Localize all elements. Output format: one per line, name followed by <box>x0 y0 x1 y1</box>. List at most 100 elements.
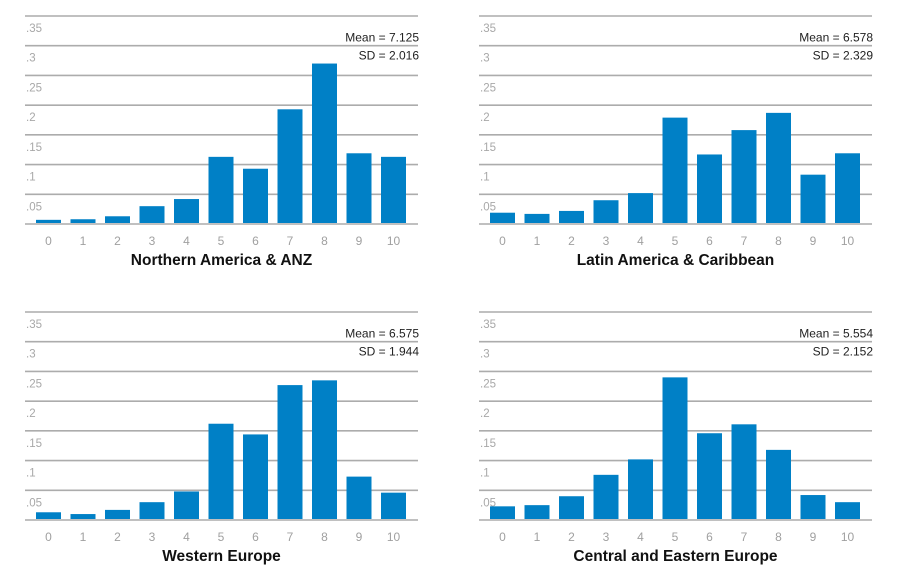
y-tick-label: .15 <box>480 142 496 154</box>
sd-annotation: SD = 1.944 <box>359 345 420 359</box>
x-tick-label: 0 <box>499 530 506 544</box>
bar <box>70 219 96 223</box>
y-tick-label: .3 <box>26 53 36 65</box>
y-tick-label: .3 <box>480 53 490 65</box>
bar <box>490 506 515 519</box>
bar <box>662 377 688 519</box>
y-tick-label: .05 <box>26 201 42 213</box>
x-tick-label: 5 <box>218 234 225 248</box>
x-tick-label: 0 <box>45 234 52 248</box>
y-tick-label: .1 <box>480 468 490 480</box>
bar <box>628 193 653 223</box>
y-tick-label: .25 <box>26 82 42 94</box>
bar <box>277 109 303 223</box>
mean-annotation: Mean = 7.125 <box>345 31 419 45</box>
sd-annotation: SD = 2.016 <box>359 49 420 63</box>
bar <box>381 156 406 223</box>
y-tick-label: .25 <box>480 378 496 390</box>
bar <box>490 212 515 223</box>
x-tick-label: 7 <box>741 530 748 544</box>
y-tick-label: .2 <box>26 112 36 124</box>
x-tick-label: 4 <box>183 234 190 248</box>
x-tick-label: 1 <box>534 234 541 248</box>
x-tick-label: 5 <box>672 234 679 248</box>
mean-annotation: Mean = 5.554 <box>799 327 873 341</box>
bar <box>36 219 61 223</box>
x-tick-label: 2 <box>568 234 575 248</box>
chart-svg: .05 .1 .15 .2 .25 .3 .35 0 1 2 3 4 5 6 7 8 9 10 Mean = 6.5… <box>479 15 873 269</box>
sd-annotation: SD = 2.152 <box>813 345 874 359</box>
x-tick-label: 5 <box>672 530 679 544</box>
bar <box>697 154 722 223</box>
bar <box>559 496 584 519</box>
x-tick-label: 5 <box>218 530 225 544</box>
y-tick-label: .1 <box>26 172 36 184</box>
bar <box>243 168 268 223</box>
x-tick-label: 3 <box>603 234 610 248</box>
y-tick-label: .3 <box>26 349 36 361</box>
bar <box>524 505 550 519</box>
y-tick-label: .05 <box>480 201 496 213</box>
bar <box>731 424 757 519</box>
x-tick-label: 1 <box>80 530 87 544</box>
bar <box>312 380 337 519</box>
bar <box>800 174 826 223</box>
bar <box>105 216 130 223</box>
y-tick-label: .2 <box>26 408 36 420</box>
chart-latin-america-caribbean: .05 .1 .15 .2 .25 .3 .35 0 1 2 3 4 5 6 7 8 9 10 Mean = 6.5… <box>454 0 874 270</box>
bar <box>277 385 303 519</box>
y-tick-label: .05 <box>480 497 496 509</box>
x-tick-label: 10 <box>841 530 855 544</box>
chart-central-eastern-europe: .05 .1 .15 .2 .25 .3 .35 0 1 2 3 4 5 6 7 8 9 10 Mean = 5.5… <box>454 296 874 566</box>
y-tick-label: .3 <box>480 349 490 361</box>
bar <box>312 63 337 223</box>
bar <box>174 199 199 223</box>
chart-western-europe: .05 .1 .15 .2 .25 .3 .35 0 1 2 3 4 5 6 7 8 9 10 Mean = 6.5… <box>0 296 420 566</box>
x-tick-label: 3 <box>149 530 156 544</box>
chart-title: Latin America & Caribbean <box>577 252 775 269</box>
bar <box>766 449 791 519</box>
chart-svg: .05 .1 .15 .2 .25 .3 .35 0 1 2 3 4 5 6 7 8 9 10 Mean = 6.5… <box>25 311 420 565</box>
x-tick-label: 9 <box>810 234 817 248</box>
x-tick-label: 8 <box>775 234 782 248</box>
x-tick-label: 10 <box>387 530 401 544</box>
bar <box>697 433 722 519</box>
chart-northern-america-anz: .05 .1 .15 .2 .25 .3 .35 0 1 2 3 4 5 6 7 8 9 10 Mean = 7.1… <box>0 0 420 270</box>
x-tick-label: 2 <box>114 234 121 248</box>
y-tick-label: .1 <box>480 172 490 184</box>
bar <box>36 512 61 519</box>
bar <box>835 153 860 223</box>
y-tick-label: .25 <box>26 378 42 390</box>
bar <box>70 514 96 519</box>
x-tick-label: 6 <box>706 234 713 248</box>
bar <box>731 130 757 223</box>
y-tick-label: .1 <box>26 468 36 480</box>
chart-title: Central and Eastern Europe <box>573 548 778 565</box>
chart-title: Northern America & ANZ <box>131 252 313 269</box>
chart-svg: .05 .1 .15 .2 .25 .3 .35 0 1 2 3 4 5 6 7 8 9 10 Mean = 7.1… <box>25 15 420 269</box>
chart-title: Western Europe <box>162 548 281 565</box>
x-tick-label: 1 <box>80 234 87 248</box>
x-tick-label: 0 <box>499 234 506 248</box>
y-tick-label: .05 <box>26 497 42 509</box>
bar <box>174 491 199 519</box>
bar <box>381 492 406 519</box>
x-tick-label: 4 <box>637 234 644 248</box>
x-tick-label: 4 <box>637 530 644 544</box>
bar <box>662 117 688 223</box>
bar <box>800 495 826 519</box>
bar <box>524 213 550 223</box>
x-tick-label: 1 <box>534 530 541 544</box>
x-tick-label: 3 <box>149 234 156 248</box>
y-tick-label: .35 <box>26 319 42 331</box>
x-tick-label: 7 <box>287 234 294 248</box>
x-tick-label: 0 <box>45 530 52 544</box>
y-tick-label: .35 <box>480 319 496 331</box>
x-tick-label: 6 <box>706 530 713 544</box>
x-tick-label: 8 <box>321 234 328 248</box>
y-tick-label: .15 <box>26 438 42 450</box>
bar <box>139 206 165 223</box>
mean-annotation: Mean = 6.575 <box>345 327 419 341</box>
x-tick-label: 2 <box>114 530 121 544</box>
x-tick-label: 7 <box>287 530 294 544</box>
